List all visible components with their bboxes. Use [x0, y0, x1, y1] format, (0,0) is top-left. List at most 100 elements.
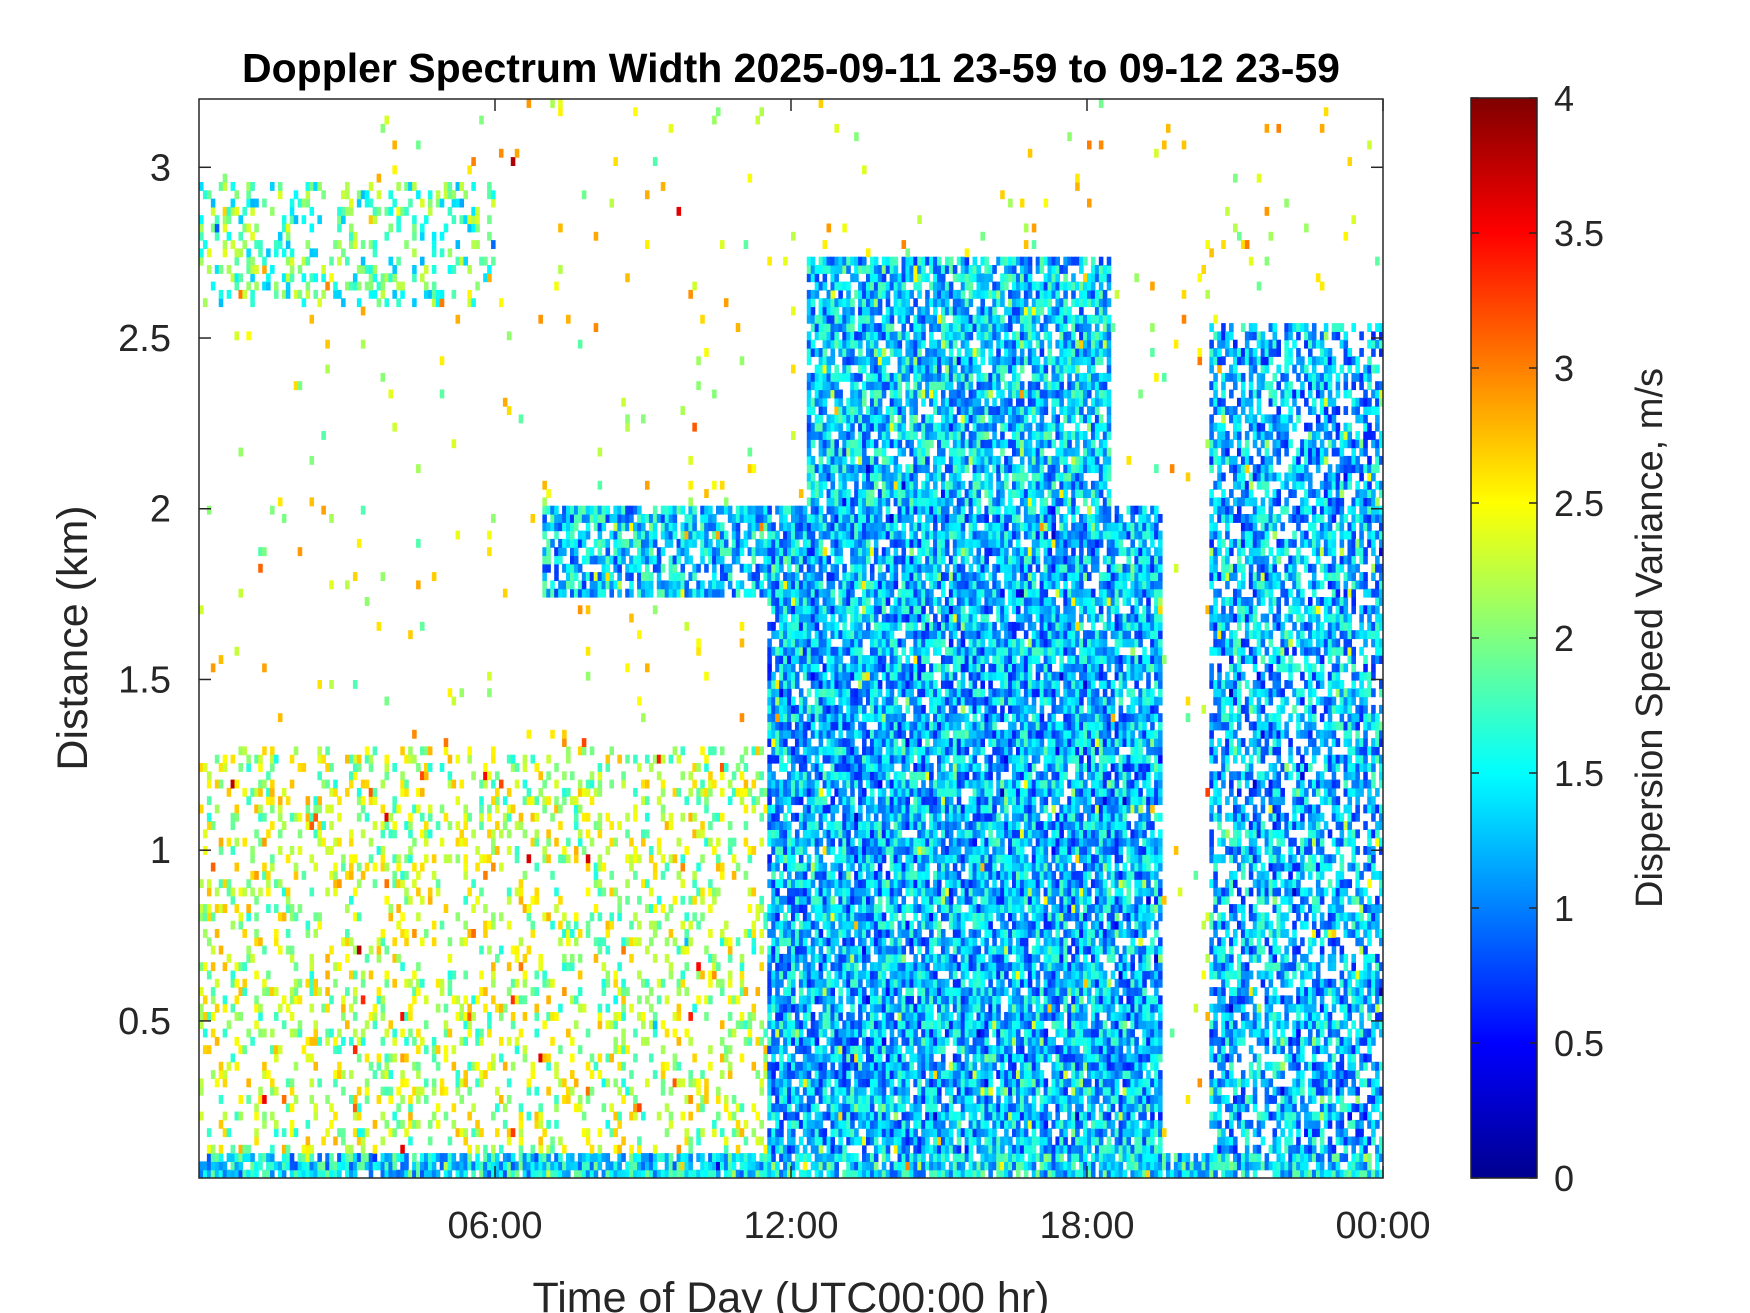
heatmap-cell [644, 480, 650, 490]
heatmap-cell [767, 1061, 772, 1071]
heatmap-cell [491, 796, 496, 806]
heatmap-cell [258, 763, 263, 772]
heatmap-cell [550, 1136, 555, 1146]
heatmap-cell [771, 1028, 776, 1038]
heatmap-cell [767, 738, 772, 747]
heatmap-cell [475, 1144, 480, 1154]
heatmap-cell [696, 995, 701, 1005]
heatmap-cell [810, 480, 816, 490]
heatmap-cell [423, 746, 429, 756]
heatmap-cell [277, 240, 283, 249]
heatmap-cell [577, 1169, 583, 1178]
heatmap-cell [791, 879, 796, 889]
heatmap-cell [696, 1086, 701, 1096]
heatmap-cell [621, 547, 626, 557]
heatmap-cell [739, 796, 745, 806]
heatmap-cell [716, 538, 721, 548]
heatmap-cell [455, 796, 461, 806]
heatmap-cell [506, 962, 512, 972]
heatmap-cell [826, 605, 832, 615]
heatmap-cell [633, 555, 638, 565]
heatmap-cell [684, 912, 689, 922]
heatmap-cell [467, 1144, 472, 1154]
heatmap-cell [435, 1045, 441, 1055]
heatmap-cell [542, 514, 547, 523]
heatmap-cell [794, 572, 800, 581]
heatmap-cell [420, 771, 425, 781]
heatmap-cell [506, 1169, 512, 1178]
heatmap-cell [806, 630, 812, 640]
heatmap-cell [779, 1086, 784, 1096]
heatmap-cell [467, 1161, 472, 1171]
heatmap-cell [605, 970, 611, 980]
heatmap-cell [467, 1020, 472, 1030]
heatmap-cell [621, 937, 626, 947]
heatmap-cell [818, 680, 824, 689]
heatmap-cell [226, 1061, 232, 1071]
heatmap-cell [333, 1136, 338, 1146]
heatmap-cell [810, 514, 816, 523]
heatmap-cell [431, 1086, 437, 1096]
heatmap-cell [858, 1111, 863, 1121]
heatmap-cell [708, 514, 713, 523]
heatmap-cell [838, 1012, 843, 1021]
heatmap-cell [637, 1103, 642, 1113]
heatmap-cell [573, 1161, 579, 1171]
heatmap-cell [510, 157, 516, 166]
heatmap-cell [775, 995, 780, 1005]
heatmap-cell [783, 663, 788, 673]
heatmap-cell [554, 1095, 559, 1104]
heatmap-cell [242, 1153, 247, 1162]
heatmap-cell [431, 854, 437, 864]
heatmap-cell [743, 240, 749, 249]
heatmap-cell [763, 1153, 768, 1162]
heatmap-cell [704, 588, 709, 598]
heatmap-cell [360, 995, 366, 1005]
heatmap-cell [791, 646, 796, 656]
heatmap-cell [810, 1119, 816, 1129]
heatmap-cell [688, 497, 693, 507]
heatmap-cell [423, 1169, 429, 1178]
heatmap-cell [692, 829, 697, 839]
heatmap-cell [293, 746, 299, 756]
heatmap-cell [739, 970, 745, 980]
heatmap-cell [854, 1045, 859, 1055]
heatmap-cell [333, 962, 338, 972]
heatmap-cell [309, 887, 315, 897]
heatmap-cell [617, 530, 622, 540]
heatmap-cell [755, 1161, 761, 1171]
heatmap-cell [802, 729, 808, 739]
heatmap-cell [680, 505, 686, 515]
heatmap-cell [281, 912, 287, 922]
heatmap-cell [396, 256, 401, 266]
heatmap-cell [234, 281, 240, 291]
heatmap-cell [854, 630, 859, 640]
heatmap-cell [522, 953, 528, 963]
heatmap-cell [431, 572, 437, 581]
heatmap-cell [660, 588, 666, 598]
heatmap-cell [538, 1103, 543, 1113]
heatmap-cell [696, 588, 701, 598]
heatmap-cell [451, 779, 457, 789]
heatmap-cell [755, 572, 761, 581]
heatmap-cell [585, 1061, 591, 1071]
heatmap-cell [416, 1045, 421, 1055]
heatmap-cell [842, 787, 847, 797]
heatmap-cell [656, 547, 662, 557]
heatmap-cell [838, 1128, 843, 1138]
heatmap-cell [838, 431, 843, 440]
heatmap-cell [830, 846, 836, 855]
heatmap-cell [810, 987, 816, 996]
heatmap-cell [854, 754, 859, 764]
heatmap-cell [408, 846, 413, 855]
heatmap-cell [834, 323, 839, 332]
heatmap-cell [569, 1086, 575, 1096]
heatmap-cell [234, 646, 240, 656]
heatmap-cell [854, 821, 859, 830]
heatmap-cell [775, 1078, 780, 1088]
heatmap-cell [779, 1078, 784, 1088]
heatmap-cell [254, 1169, 259, 1178]
heatmap-cell [719, 572, 725, 581]
heatmap-cell [384, 945, 390, 955]
heatmap-cell [814, 464, 820, 474]
